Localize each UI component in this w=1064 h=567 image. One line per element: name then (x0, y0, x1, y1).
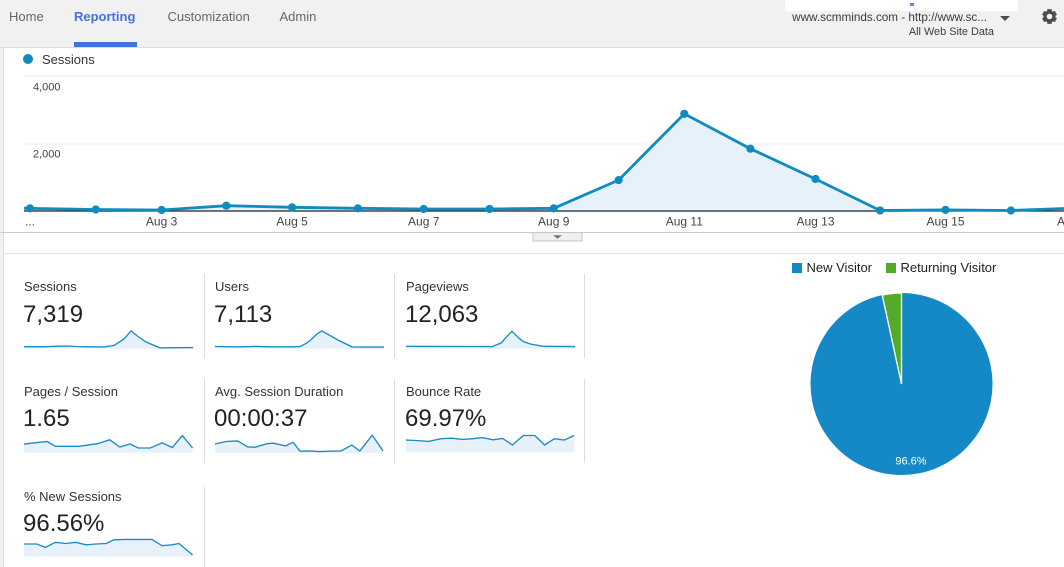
svg-text:Aug 7: Aug 7 (408, 215, 440, 229)
svg-text:Aug 9: Aug 9 (538, 215, 570, 229)
svg-text:96.6%: 96.6% (895, 456, 926, 468)
svg-text:Aug 11: Aug 11 (666, 215, 703, 229)
svg-text:Aug 13: Aug 13 (796, 215, 834, 229)
svg-text:Aug 17: Aug 17 (1057, 215, 1064, 229)
svg-text:4,000: 4,000 (33, 82, 61, 94)
svg-text:2,000: 2,000 (33, 149, 61, 161)
svg-text:...: ... (25, 215, 35, 229)
svg-text:Aug 3: Aug 3 (146, 215, 178, 229)
svg-text:Aug 15: Aug 15 (926, 215, 964, 229)
svg-text:Aug 5: Aug 5 (276, 215, 308, 229)
